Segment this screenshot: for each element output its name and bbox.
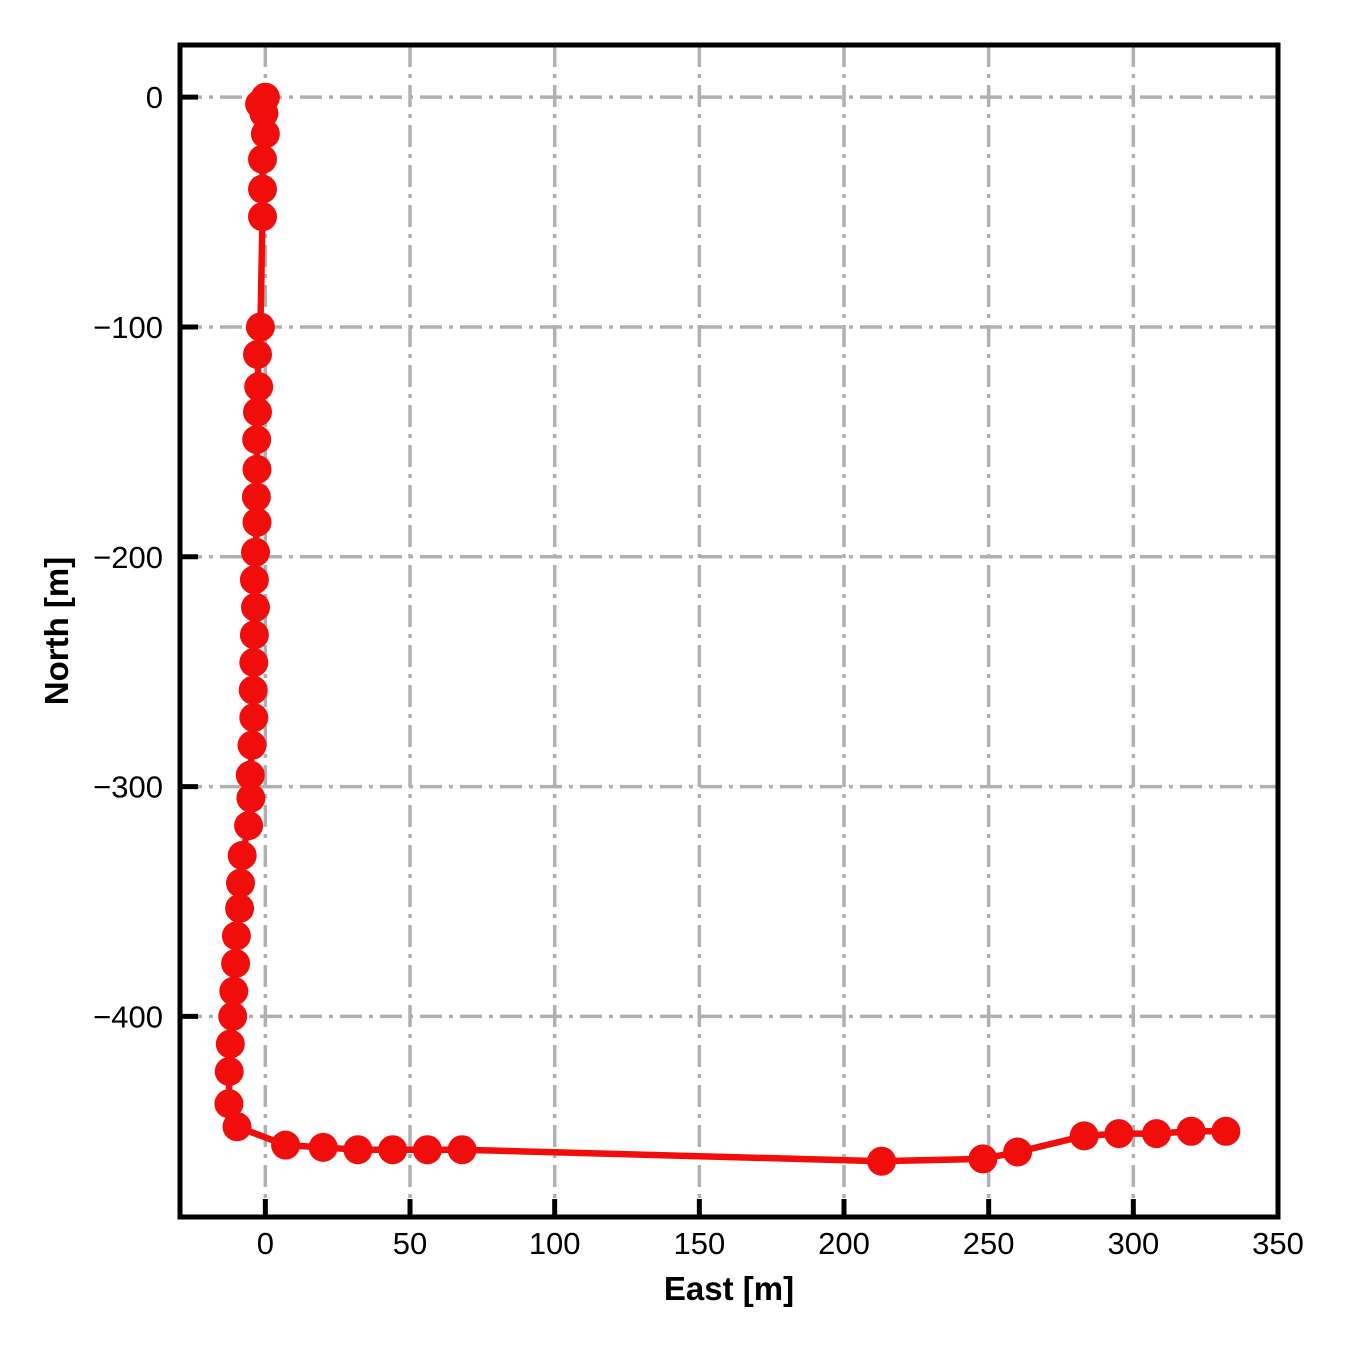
data-point-marker xyxy=(1104,1119,1134,1149)
data-point-marker xyxy=(241,592,270,622)
data-point-marker xyxy=(250,119,280,149)
data-point-marker xyxy=(241,482,271,512)
data-point-marker xyxy=(248,144,277,174)
data-point-marker xyxy=(237,730,267,760)
data-point-marker xyxy=(412,1135,442,1165)
data-point-marker xyxy=(867,1146,897,1176)
data-point-marker xyxy=(221,949,251,978)
x-tick-label: 200 xyxy=(818,1226,870,1261)
data-point-marker xyxy=(222,1112,252,1142)
data-point-marker xyxy=(239,648,269,677)
data-point-marker xyxy=(1142,1119,1171,1149)
x-tick-label: 300 xyxy=(1107,1226,1159,1261)
data-point-marker xyxy=(238,675,268,705)
data-point-marker xyxy=(214,1089,244,1119)
y-tick-label: −400 xyxy=(93,999,163,1034)
y-axis-label: North [m] xyxy=(38,557,75,705)
x-tick-label: 150 xyxy=(673,1226,725,1261)
data-point-marker xyxy=(243,340,272,369)
data-point-marker xyxy=(215,1029,245,1059)
y-tick-label: 0 xyxy=(146,80,163,115)
data-point-marker xyxy=(308,1132,338,1162)
data-point-marker xyxy=(235,760,265,790)
x-axis-label: East [m] xyxy=(664,1270,794,1307)
data-point-marker xyxy=(343,1135,373,1165)
data-point-marker xyxy=(248,202,277,232)
data-point-marker xyxy=(239,565,269,595)
data-point-marker xyxy=(214,1057,244,1086)
data-point-marker xyxy=(218,1001,248,1031)
data-point-marker xyxy=(234,811,264,841)
data-point-marker xyxy=(242,425,272,455)
data-point-marker xyxy=(271,1130,301,1160)
x-tick-label: 250 xyxy=(963,1226,1015,1261)
data-point-marker xyxy=(242,454,272,484)
data-point-marker xyxy=(239,620,269,650)
data-point-marker xyxy=(226,868,255,898)
y-tick-label: −100 xyxy=(93,310,163,345)
plot-border xyxy=(177,42,1281,1220)
data-point-marker xyxy=(1176,1116,1206,1146)
x-tick-label: 0 xyxy=(257,1226,274,1261)
x-tick-label: 350 xyxy=(1252,1226,1304,1261)
data-point-marker xyxy=(968,1144,998,1174)
data-point-marker xyxy=(1211,1116,1241,1146)
data-point-marker xyxy=(1003,1137,1033,1167)
data-point-marker xyxy=(239,703,269,733)
data-point-marker xyxy=(378,1135,408,1165)
data-point-marker xyxy=(243,397,272,427)
data-point-marker xyxy=(241,537,270,567)
data-point-marker xyxy=(219,976,249,1006)
data-point-marker xyxy=(1069,1121,1099,1151)
y-tick-label: −300 xyxy=(93,770,163,805)
x-tick-label: 50 xyxy=(393,1226,427,1261)
data-point-marker xyxy=(447,1135,477,1165)
data-point-marker xyxy=(244,372,274,402)
data-point-marker xyxy=(236,783,266,813)
x-tick-label: 100 xyxy=(529,1226,581,1261)
data-point-marker xyxy=(227,841,257,870)
data-point-marker xyxy=(225,893,255,923)
trajectory-line xyxy=(225,93,1230,1165)
data-point-marker xyxy=(221,921,251,951)
y-tick-label: −200 xyxy=(93,540,163,575)
data-point-marker xyxy=(245,312,275,342)
data-point-marker xyxy=(248,174,277,204)
data-point-marker xyxy=(242,507,272,537)
data-point-marker xyxy=(249,98,279,128)
